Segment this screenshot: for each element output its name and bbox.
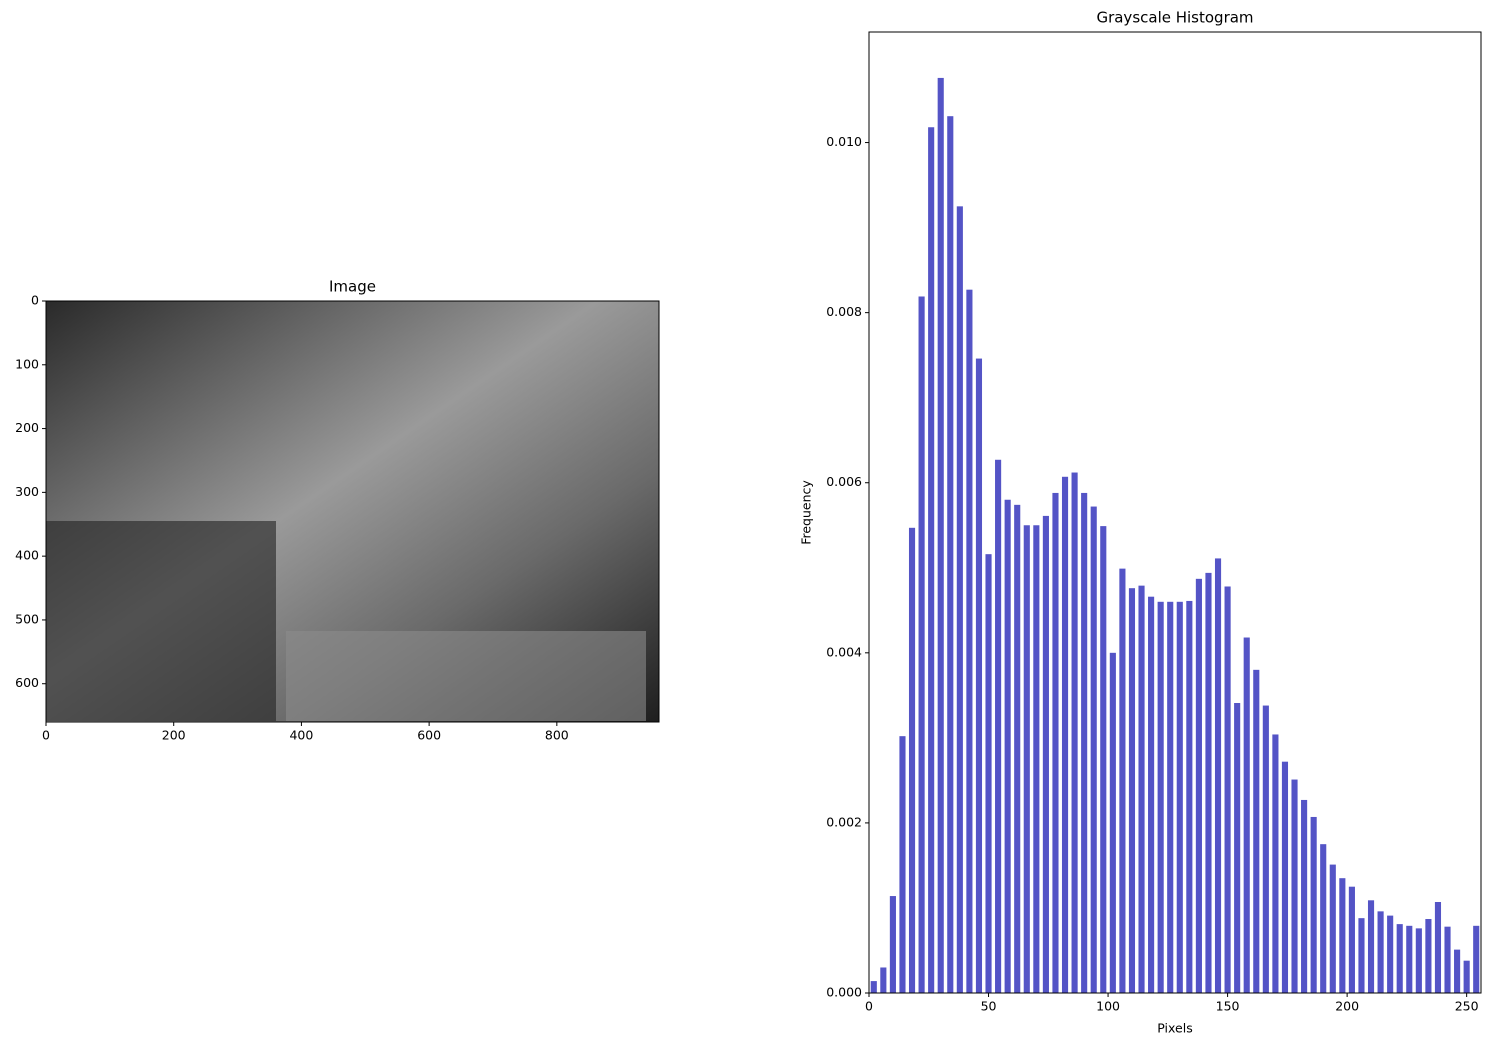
y-tick-label: 0.006 (826, 474, 862, 489)
x-tick-label: 0 (42, 728, 50, 743)
bar (1052, 492, 1059, 993)
bar (1320, 844, 1327, 993)
x-tick-label: 50 (981, 999, 997, 1014)
bar (918, 296, 925, 993)
bar (1128, 588, 1136, 993)
y-tick-label: 300 (15, 484, 39, 499)
bar (937, 77, 944, 994)
bar (1444, 926, 1451, 993)
bar (1406, 925, 1413, 993)
bar (1454, 949, 1461, 993)
y-tick-label: 0 (31, 293, 39, 308)
bar (1425, 919, 1432, 993)
bar (1434, 902, 1442, 993)
bar (928, 127, 935, 993)
axes-title: Grayscale Histogram (1096, 9, 1253, 27)
image-ground (286, 631, 646, 721)
x-tick-label: 150 (1216, 999, 1240, 1014)
axes-frame (868, 31, 1482, 994)
bar (985, 554, 992, 993)
y-tick-label: 0.008 (826, 304, 862, 319)
bar (1176, 601, 1183, 993)
x-tick-label: 100 (1096, 999, 1120, 1014)
bar (1109, 652, 1116, 993)
bar (870, 981, 877, 993)
bar (1463, 960, 1470, 993)
bar (1186, 600, 1193, 993)
y-tick-label: 0.004 (826, 644, 862, 659)
y-tick-label: 0.010 (826, 134, 862, 149)
x-tick-label: 200 (1335, 999, 1359, 1014)
bar (1234, 702, 1241, 993)
bar (1042, 515, 1049, 993)
x-tick-label: 400 (289, 728, 313, 743)
bar (1071, 472, 1078, 994)
bar (1081, 492, 1088, 993)
bar (1214, 558, 1222, 993)
bar (1100, 526, 1107, 993)
bar (1272, 734, 1279, 993)
y-axis-label: Frequency (799, 480, 814, 545)
bar (966, 289, 973, 993)
bar (1004, 499, 1011, 993)
bar (1014, 504, 1021, 993)
bar (1195, 578, 1202, 993)
bar (889, 896, 896, 993)
bar (1329, 864, 1336, 993)
bar (1224, 586, 1231, 993)
axes-title: Image (329, 278, 376, 296)
bar (947, 116, 954, 994)
y-tick-label: 0.000 (826, 985, 862, 1000)
bar (956, 206, 963, 994)
y-tick-label: 0.002 (826, 814, 862, 829)
x-tick-label: 600 (417, 728, 441, 743)
bar (880, 967, 887, 993)
axes-frame (45, 300, 660, 723)
y-tick-label: 400 (15, 548, 39, 563)
bar (975, 358, 983, 993)
bar (1281, 761, 1289, 993)
x-axis-label: Pixels (1157, 1021, 1192, 1036)
bar (1377, 911, 1384, 993)
bar (1148, 596, 1155, 993)
bar (1358, 918, 1365, 993)
bar (1157, 601, 1164, 993)
y-tick-label: 200 (15, 420, 39, 435)
bar (1415, 928, 1422, 993)
x-tick-label: 200 (162, 728, 186, 743)
y-tick-label: 100 (15, 356, 39, 371)
bar (1301, 799, 1308, 993)
bar (908, 527, 916, 993)
bar (1367, 900, 1375, 993)
bar (1061, 476, 1069, 994)
bar (1339, 878, 1346, 993)
bar (1033, 525, 1040, 993)
x-tick-label: 800 (545, 728, 569, 743)
bar (1291, 779, 1298, 993)
y-tick-label: 600 (15, 675, 39, 690)
x-tick-label: 250 (1455, 999, 1479, 1014)
bar (1396, 924, 1403, 993)
bar (1310, 816, 1317, 993)
bar (1262, 705, 1269, 993)
bar (1387, 915, 1394, 993)
bar (1167, 601, 1174, 993)
bar (899, 736, 906, 993)
x-tick-label: 0 (865, 999, 873, 1014)
bar (1473, 925, 1480, 993)
bar (1119, 568, 1126, 993)
y-tick-label: 500 (15, 611, 39, 626)
bar (1023, 525, 1030, 993)
bar (1348, 886, 1355, 993)
bar (1253, 669, 1260, 993)
image-shade (46, 521, 276, 721)
bar (1138, 585, 1145, 993)
bar (1205, 572, 1212, 993)
bar (995, 459, 1002, 993)
bar (1090, 506, 1097, 993)
bar (1243, 637, 1250, 993)
